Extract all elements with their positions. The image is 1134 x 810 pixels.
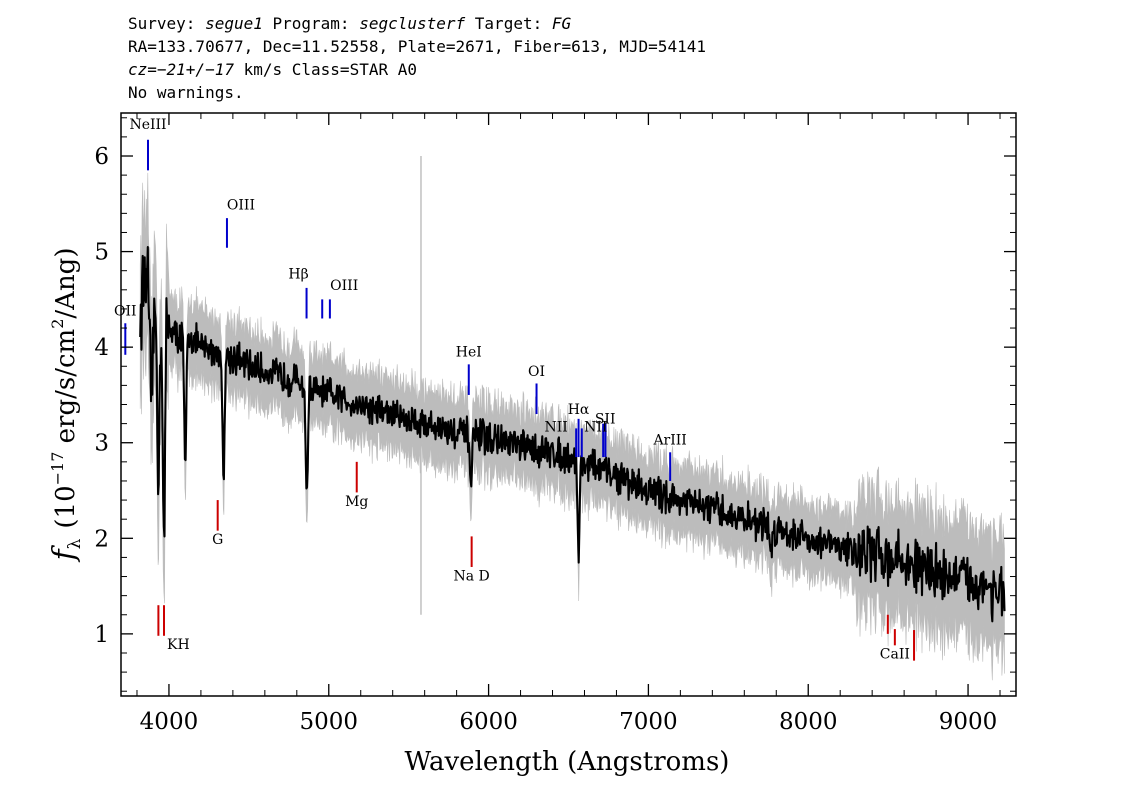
header-line-coordinates: RA=133.70677, Dec=11.52558, Plate=2671, …: [128, 37, 706, 56]
redshift-value: cz=−21+/−17: [128, 60, 234, 79]
line-marker-layer: [124, 139, 916, 661]
emission-line-label: NII: [545, 419, 568, 435]
axes-layer: 4000 5000 6000 7000 8000 9000 1 2 3 4 5 6: [94, 113, 1016, 735]
x-tick-label: 7000: [619, 709, 678, 735]
program-value: segclusterf: [359, 14, 466, 33]
flux-layer: [139, 246, 1006, 623]
absorption-line-label: Na D: [454, 568, 490, 584]
header-line-warnings: No warnings.: [128, 83, 244, 102]
absorption-line-label: G: [212, 532, 223, 548]
y-label-lambda: λ: [65, 538, 85, 549]
emission-line-label: OIII: [227, 198, 255, 214]
y-tick-label: 1: [94, 622, 109, 648]
survey-value: segue1: [205, 14, 263, 33]
emission-line-label: ArIII: [652, 433, 686, 449]
emission-line-label: OII: [114, 304, 137, 320]
x-axis-label: Wavelength (Angstroms): [405, 747, 730, 777]
target-value: FG: [551, 14, 572, 33]
x-tick-label: 4000: [140, 709, 199, 735]
emission-line-label: Hβ: [288, 266, 308, 282]
program-label: Program:: [262, 14, 360, 33]
emission-line-label: Hα: [568, 402, 590, 418]
absorption-line-label: Mg: [345, 494, 368, 510]
y-axis-label: fλ(10−17 erg/s/cm2/Ang): [47, 248, 85, 563]
y-tick-label: 4: [94, 335, 109, 361]
y-label-mid: erg/s/cm: [51, 329, 81, 452]
y-tick-label: 6: [94, 144, 109, 170]
y-label-close: /Ang): [51, 248, 81, 319]
emission-line-label: OIII: [330, 278, 358, 294]
error-band: [139, 172, 1005, 681]
emission-line-label: NeIII: [129, 117, 166, 133]
y-label-exp: −17: [48, 452, 67, 486]
target-label: Target:: [465, 14, 552, 33]
x-tick-label: 5000: [299, 709, 358, 735]
emission-line-label: HeI: [456, 345, 482, 361]
emission-line-label: NII: [584, 419, 607, 435]
absorption-line-label: CaII: [880, 647, 910, 663]
emission-line-label: OI: [528, 364, 545, 380]
absorption-line-label: KH: [167, 637, 190, 653]
y-tick-label: 3: [94, 431, 109, 457]
survey-label: Survey:: [128, 14, 206, 33]
class-value: km/s Class=STAR A0: [233, 60, 417, 79]
header-line-redshift: cz=−21+/−17 km/s Class=STAR A0: [128, 58, 706, 81]
y-tick-label: 2: [94, 526, 109, 552]
flux-line: [139, 246, 1006, 623]
y-label-open: (10: [51, 485, 81, 528]
emission-line-label: SII: [595, 412, 616, 428]
spectrum-header: Survey: segue1 Program: segclusterf Targ…: [128, 12, 706, 104]
line-label-layer: NeIIIOIIOIIIHβOIIIHeIOINIIHαNIISIIArIIIK…: [114, 117, 910, 662]
x-tick-label: 8000: [779, 709, 838, 735]
y-label-sq: 2: [48, 319, 67, 329]
x-tick-label: 9000: [939, 709, 998, 735]
y-tick-label: 5: [94, 240, 109, 266]
header-line-survey: Survey: segue1 Program: segclusterf Targ…: [128, 12, 706, 35]
x-tick-label: 6000: [459, 709, 518, 735]
error-band-layer: [139, 156, 1005, 681]
